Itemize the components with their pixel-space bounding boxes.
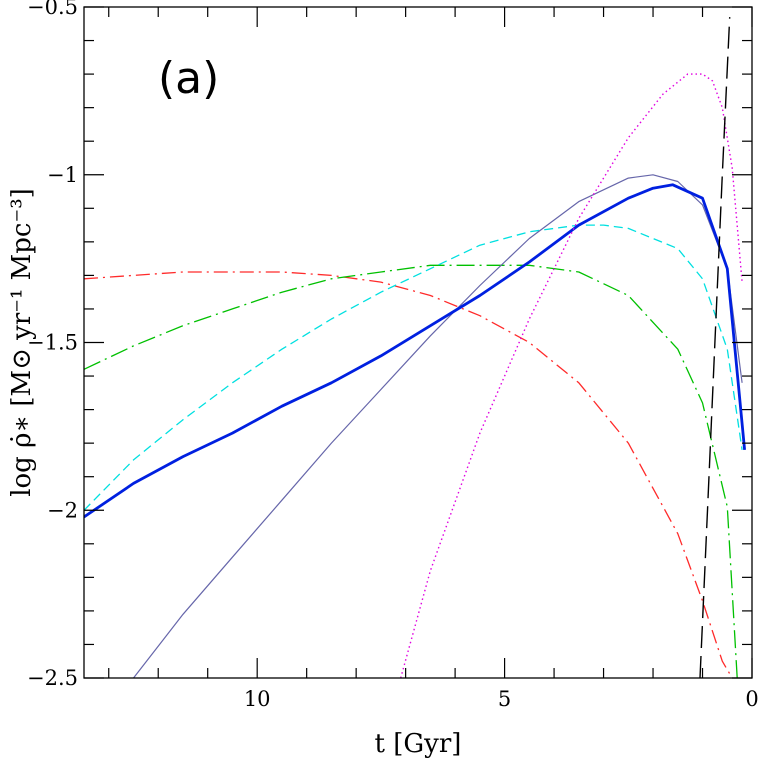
axis-tick-labels: 10 5 0 −0.5 −1 −1.5 −2 −2.5 bbox=[27, 0, 758, 711]
x-tick-label-0: 10 bbox=[244, 687, 271, 711]
y-tick-label-2: −1.5 bbox=[27, 331, 78, 355]
series-line-5 bbox=[400, 73, 743, 678]
series-line-1 bbox=[84, 264, 738, 678]
x-tick-label-2: 0 bbox=[745, 687, 758, 711]
series-line-4 bbox=[84, 183, 746, 519]
series-line-3 bbox=[133, 174, 743, 678]
axis-ticks bbox=[84, 6, 753, 679]
x-tick-label-1: 5 bbox=[498, 687, 511, 711]
series-line-2 bbox=[84, 224, 743, 511]
plot-lines bbox=[84, 17, 746, 678]
y-tick-label-1: −1 bbox=[47, 163, 78, 187]
series-line-0 bbox=[84, 271, 733, 678]
x-axis-title: t [Gyr] bbox=[375, 729, 462, 759]
y-tick-label-3: −2 bbox=[47, 498, 78, 522]
y-axis-title: log ρ̇∗ [M⊙ yr⁻¹ Mpc⁻³] bbox=[7, 188, 37, 497]
y-tick-label-4: −2.5 bbox=[27, 666, 78, 690]
series-line-6 bbox=[699, 17, 731, 678]
y-tick-label-0: −0.5 bbox=[27, 0, 78, 19]
panel-label: (a) bbox=[158, 53, 219, 104]
